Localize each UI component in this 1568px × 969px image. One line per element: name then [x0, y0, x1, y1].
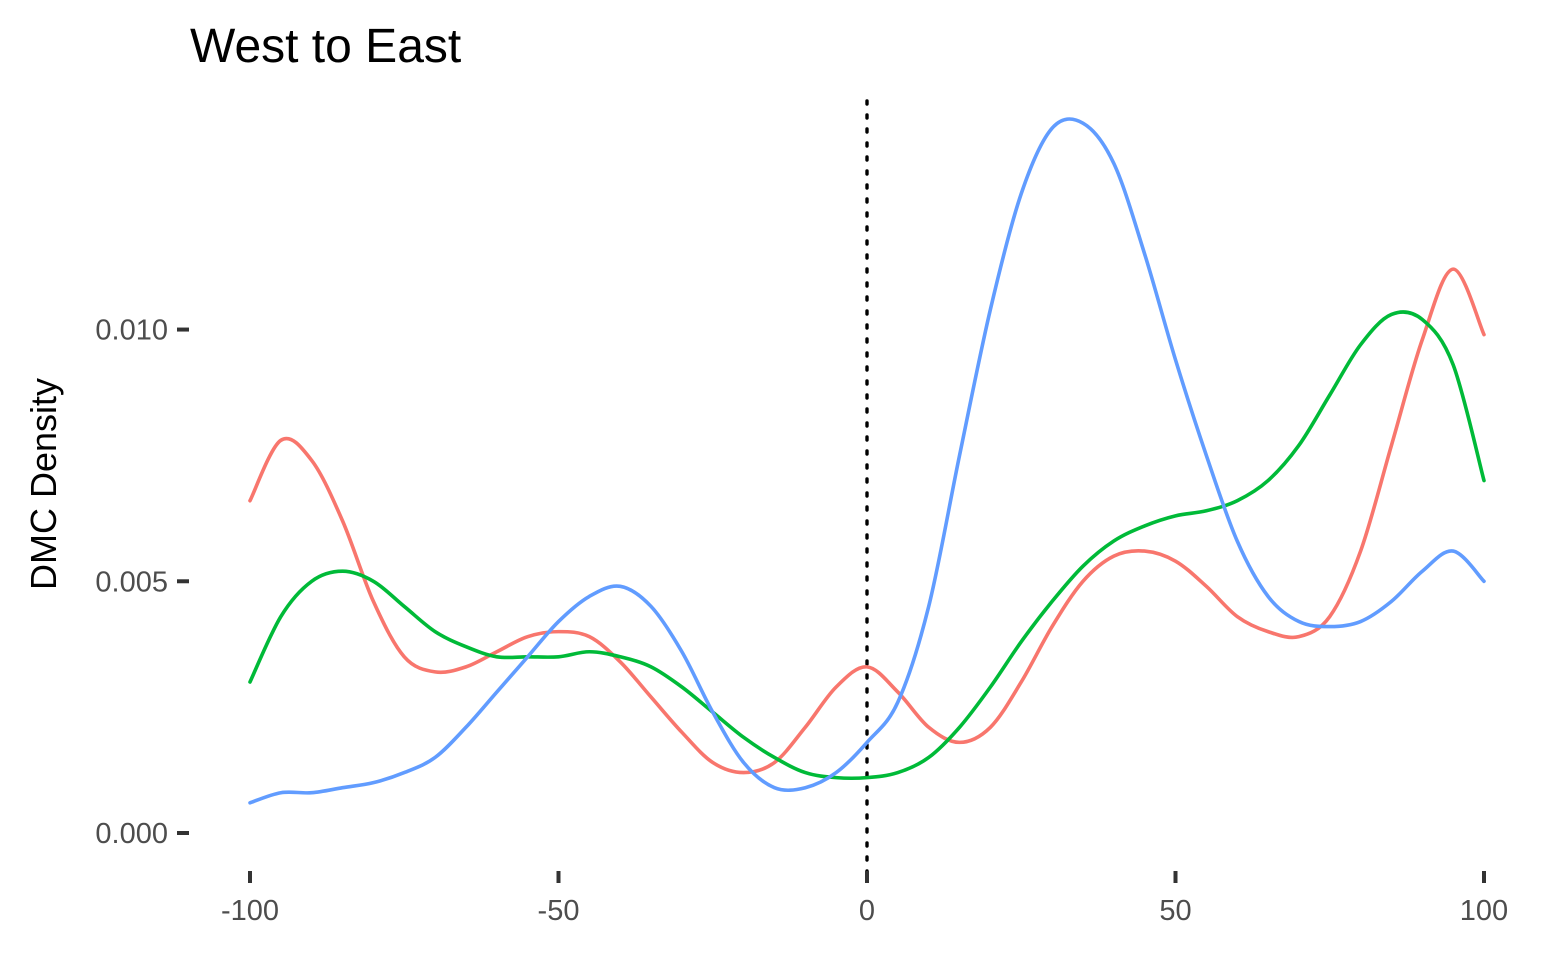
y-axis-title: DMC Density	[23, 378, 64, 590]
x-tick-label: 0	[859, 895, 875, 927]
x-axis: -100 -50 0 50 100	[221, 871, 1508, 927]
x-tick-label: 100	[1460, 895, 1508, 927]
density-line-series-1	[248, 267, 1486, 775]
series-layer	[248, 117, 1486, 805]
x-tick-label: -50	[538, 895, 580, 927]
x-tick-label: 50	[1159, 895, 1191, 927]
density-line-series-2	[248, 310, 1486, 781]
y-tick-label: 0.000	[95, 818, 168, 850]
x-tick-label: -100	[221, 895, 279, 927]
density-line-series-3	[248, 117, 1486, 805]
chart-title: West to East	[190, 20, 461, 73]
y-tick-label: 0.005	[95, 566, 168, 598]
y-axis: 0.000 0.005 0.010	[95, 315, 189, 850]
y-tick-label: 0.010	[95, 315, 168, 347]
